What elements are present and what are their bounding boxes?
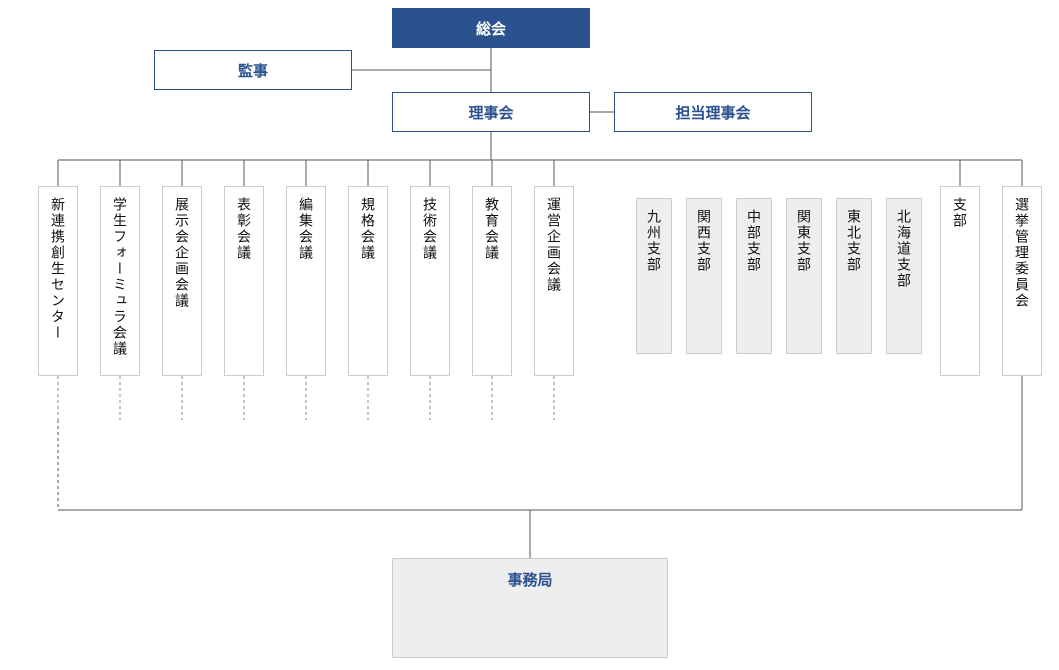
branch-tohoku-label: 東北支部 (844, 209, 864, 273)
branch-chubu-label: 中部支部 (744, 209, 764, 273)
committee-hyoushou-label: 表彰会議 (234, 197, 254, 261)
branch-kyushu-label: 九州支部 (644, 209, 664, 273)
branch-kansai: 関西支部 (686, 198, 722, 354)
committee-kikaku: 規格会議 (348, 186, 388, 376)
committee-gijutsu: 技術会議 (410, 186, 450, 376)
branch-hokkaido: 北海道支部 (886, 198, 922, 354)
branch-tohoku: 東北支部 (836, 198, 872, 354)
office-jimukyoku: 事務局 (392, 558, 668, 658)
office-jimukyoku-label: 事務局 (507, 569, 552, 590)
branch-kansai-label: 関西支部 (694, 209, 714, 273)
committee-shinrenkei: 新連携創生センター (38, 186, 78, 376)
committee-kyouiku: 教育会議 (472, 186, 512, 376)
committee-tenjikai-label: 展示会企画会議 (172, 197, 192, 309)
node-kanji: 監事 (154, 50, 352, 90)
branch-chubu: 中部支部 (736, 198, 772, 354)
node-kanji-label: 監事 (238, 60, 268, 81)
node-tantou-rijikai-label: 担当理事会 (675, 102, 750, 123)
committee-senkyo-label: 選挙管理委員会 (1012, 197, 1032, 309)
branch-kyushu: 九州支部 (636, 198, 672, 354)
node-rijikai-label: 理事会 (468, 102, 513, 123)
committee-kyouiku-label: 教育会議 (482, 197, 502, 261)
branches-header: 支部 (940, 186, 980, 376)
branch-hokkaido-label: 北海道支部 (894, 209, 914, 289)
committee-henshuu-label: 編集会議 (296, 197, 316, 261)
committee-tenjikai: 展示会企画会議 (162, 186, 202, 376)
committee-hyoushou: 表彰会議 (224, 186, 264, 376)
committee-uneikikaku-label: 運営企画会議 (544, 197, 564, 293)
committee-formula-label: 学生フォーミュラ会議 (110, 197, 130, 357)
committee-henshuu: 編集会議 (286, 186, 326, 376)
branch-kanto-label: 関東支部 (794, 209, 814, 273)
committee-gijutsu-label: 技術会議 (420, 197, 440, 261)
branch-kanto: 関東支部 (786, 198, 822, 354)
committee-kikaku-label: 規格会議 (358, 197, 378, 261)
committee-senkyo: 選挙管理委員会 (1002, 186, 1042, 376)
committee-uneikikaku: 運営企画会議 (534, 186, 574, 376)
node-soukai: 総会 (392, 8, 590, 48)
branches-header-label: 支部 (950, 197, 970, 229)
node-soukai-label: 総会 (476, 18, 506, 39)
node-tantou-rijikai: 担当理事会 (614, 92, 812, 132)
node-rijikai: 理事会 (392, 92, 590, 132)
committee-formula: 学生フォーミュラ会議 (100, 186, 140, 376)
committee-shinrenkei-label: 新連携創生センター (48, 197, 68, 341)
